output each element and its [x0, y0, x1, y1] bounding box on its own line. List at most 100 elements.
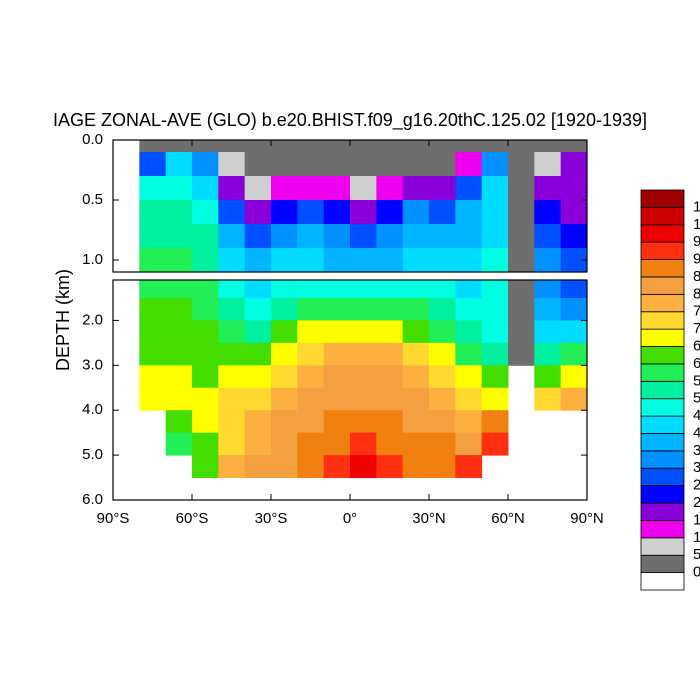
- colorbar-box: [640, 485, 685, 504]
- contour-cell: [376, 224, 404, 249]
- contour-cell: [271, 410, 298, 434]
- contour-cell: [429, 297, 456, 321]
- contour-cell: [323, 455, 351, 479]
- colorbar-label: 0: [693, 564, 700, 581]
- contour-cell: [508, 152, 535, 177]
- contour-cell: [402, 200, 430, 225]
- x-tick-label: 60°S: [176, 510, 209, 527]
- contour-cell: [534, 248, 562, 273]
- contour-cell: [455, 432, 483, 456]
- contour-cell: [350, 248, 377, 273]
- contour-cell: [429, 432, 456, 456]
- contour-cell: [244, 297, 272, 321]
- contour-cell: [271, 455, 298, 479]
- contour-cell: [192, 200, 219, 225]
- contour-cell: [402, 387, 430, 411]
- contour-cell: [508, 297, 535, 321]
- contour-cell: [560, 342, 588, 366]
- contour-cell: [139, 297, 167, 321]
- contour-cell: [271, 280, 298, 299]
- contour-cell: [350, 320, 377, 344]
- x-tick-label: 90°S: [97, 510, 130, 527]
- contour-cell: [244, 320, 272, 344]
- contour-cell: [534, 152, 562, 177]
- contour-cell: [534, 140, 562, 153]
- colorbar-box: [640, 433, 685, 452]
- contour-cell: [244, 365, 272, 389]
- colorbar-box: [640, 328, 685, 347]
- contour-cell: [165, 365, 193, 389]
- contour-cell: [376, 320, 404, 344]
- y-tick-label: 5.0: [82, 446, 103, 463]
- contour-cell: [192, 176, 219, 201]
- contour-cell: [244, 432, 272, 456]
- contour-cell: [481, 410, 509, 434]
- contour-cell: [402, 455, 430, 479]
- colorbar-label: 750: [693, 303, 700, 320]
- contour-cell: [429, 140, 456, 153]
- contour-cell: [244, 248, 272, 273]
- colorbar-box: [640, 189, 685, 208]
- contour-cell: [139, 152, 167, 177]
- contour-cell: [402, 280, 430, 299]
- colorbar-box: [640, 450, 685, 469]
- contour-cell: [455, 224, 483, 249]
- colorbar-box: [640, 537, 685, 556]
- contour-cell: [350, 280, 377, 299]
- contour-cell: [455, 387, 483, 411]
- contour-cell: [560, 280, 588, 299]
- contour-cell: [481, 297, 509, 321]
- contour-cell: [376, 280, 404, 299]
- contour-cell: [376, 176, 404, 201]
- contour-cell: [508, 248, 535, 273]
- y-tick-label: 4.0: [82, 401, 103, 418]
- contour-cell: [534, 176, 562, 201]
- contour-cell: [297, 342, 325, 366]
- contour-cell: [271, 152, 298, 177]
- contour-cell: [481, 320, 509, 344]
- x-tick-label: 30°S: [255, 510, 288, 527]
- colorbar-label: 150: [693, 511, 700, 528]
- contour-cell: [244, 140, 272, 153]
- colorbar-label: 300: [693, 459, 700, 476]
- colorbar-label: 800: [693, 285, 700, 302]
- contour-cell: [350, 387, 377, 411]
- y-tick-label: 2.0: [82, 311, 103, 328]
- contour-cell: [244, 224, 272, 249]
- colorbar-box: [640, 206, 685, 226]
- contour-cell: [323, 320, 351, 344]
- contour-cell: [534, 224, 562, 249]
- contour-cell: [244, 176, 272, 201]
- contour-cell: [350, 432, 377, 456]
- contour-cell: [481, 248, 509, 273]
- contour-cell: [297, 248, 325, 273]
- contour-cell: [481, 280, 509, 299]
- contour-cell: [429, 176, 456, 201]
- contour-cell: [192, 320, 219, 344]
- colorbar-box: [640, 346, 685, 365]
- contour-cell: [455, 365, 483, 389]
- contour-cell: [139, 342, 167, 366]
- contour-cell: [244, 342, 272, 366]
- contour-cell: [192, 410, 219, 434]
- colorbar-box: [640, 363, 685, 382]
- colorbar-label: 450: [693, 407, 700, 424]
- contour-cell: [192, 432, 219, 456]
- contour-cell: [560, 387, 588, 411]
- colorbar-label: 550: [693, 372, 700, 389]
- contour-cell: [297, 387, 325, 411]
- contour-cell: [139, 320, 167, 344]
- contour-cell: [350, 342, 377, 366]
- contour-cell: [271, 176, 298, 201]
- x-tick-label: 60°N: [491, 510, 525, 527]
- contour-cell: [323, 410, 351, 434]
- contour-cell: [376, 297, 404, 321]
- colorbar-label: 500: [693, 390, 700, 407]
- contour-cell: [402, 432, 430, 456]
- contour-cell: [455, 410, 483, 434]
- contour-cell: [350, 176, 377, 201]
- contour-cell: [455, 320, 483, 344]
- contour-cell: [323, 176, 351, 201]
- contour-cell: [376, 140, 404, 153]
- colorbar-label: 1050: [693, 198, 700, 215]
